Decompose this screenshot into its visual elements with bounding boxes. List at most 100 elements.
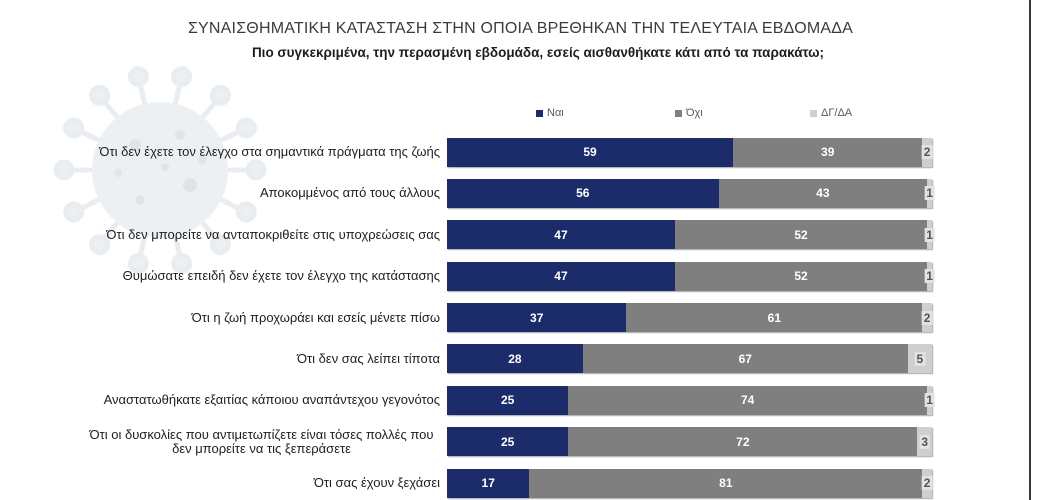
bar-segment-no: 43 (718, 178, 928, 208)
coronavirus-icon (53, 66, 267, 274)
data-label-dk: 1 (924, 227, 935, 242)
data-label-dk: 2 (921, 476, 933, 490)
category-label-cell: Ότι οι δυσκολίες που αντιμετωπίζετε είνα… (0, 427, 440, 456)
data-label-no: 43 (816, 186, 830, 201)
data-label-dk: 1 (924, 269, 935, 284)
data-label-yes: 37 (530, 310, 544, 325)
slide-border (1029, 0, 1031, 500)
category-label-cell: Ότι δεν μπορείτε να ανταποκριθείτε στις … (0, 220, 440, 249)
bar-segment-dk: 1 (924, 220, 935, 250)
bar-row: Ότι δεν σας λείπει τίποτα 28 67 5 (0, 344, 936, 374)
bar-segment-yes: 25 (447, 427, 569, 457)
stacked-bar: 25 74 1 (447, 385, 935, 415)
data-label-no: 72 (736, 434, 750, 449)
bar-segment-no: 74 (568, 385, 928, 415)
bar-segment-no: 39 (733, 137, 923, 167)
data-label-yes: 25 (500, 393, 515, 408)
bar-segment-dk: 2 (921, 137, 933, 167)
data-label-yes: 47 (554, 269, 568, 284)
data-label-no: 67 (738, 351, 752, 366)
bar-segment-dk: 1 (924, 385, 935, 415)
bar-segment-no: 52 (674, 220, 928, 250)
category-label: Ότι δεν σας λείπει τίποτα (296, 350, 440, 366)
category-label: Αναστατωθήκατε εξαιτίας κάποιου αναπάντε… (103, 392, 440, 408)
legend-item-dk: ΔΓ/ΔΑ (810, 106, 852, 120)
bar-segment-dk: 3 (917, 427, 932, 457)
data-label-dk: 5 (914, 351, 926, 366)
chart-subtitle: Πιο συγκεκριμένα, την περασμένη εβδομάδα… (251, 45, 825, 60)
category-label: Ότι η ζωή προχωράει και εσείς μένετε πίσ… (191, 309, 440, 325)
bar-segment-dk: 2 (921, 468, 933, 498)
bar-segment-dk: 1 (924, 178, 935, 208)
category-label: Θυμώσατε επειδή δεν έχετε τον έλεγχο της… (122, 268, 440, 284)
bar-segment-no: 81 (529, 468, 923, 498)
category-label-cell: Θυμώσατε επειδή δεν έχετε τον έλεγχο της… (0, 262, 440, 291)
bar-row: Ότι οι δυσκολίες που αντιμετωπίζετε είνα… (0, 427, 936, 457)
data-label-no: 39 (821, 145, 835, 159)
bar-segment-yes: 56 (447, 178, 719, 208)
legend-swatch-no (675, 109, 682, 117)
legend-label-dk: ΔΓ/ΔΑ (821, 107, 853, 119)
data-label-yes: 25 (500, 434, 515, 449)
data-label-no: 74 (741, 393, 755, 408)
category-label: Ότι δεν έχετε τον έλεγχο στα σημαντικά π… (99, 144, 440, 159)
stacked-bar: 28 67 5 (447, 344, 932, 374)
legend-item-yes: Ναι (536, 106, 564, 120)
bar-segment-yes: 47 (447, 261, 675, 291)
bar-segment-yes: 47 (447, 220, 675, 250)
category-label-cell: Αναστατωθήκατε εξαιτίας κάποιου αναπάντε… (0, 386, 440, 415)
bar-row: Ότι η ζωή προχωράει και εσείς μένετε πίσ… (0, 303, 936, 332)
bar-segment-yes: 25 (447, 385, 569, 415)
data-label-dk: 2 (921, 310, 933, 325)
bar-segment-yes: 59 (447, 137, 734, 167)
category-label-cell: Ότι σας έχουν ξεχάσει (0, 469, 440, 498)
category-label: Αποκομμένος από τους άλλους (259, 185, 440, 201)
stacked-bar: 47 52 1 (447, 220, 935, 250)
bar-segment-dk: 1 (924, 261, 935, 291)
category-label: Ότι σας έχουν ξεχάσει (313, 475, 440, 490)
data-label-no: 81 (719, 476, 733, 490)
chart-plot-area: Ότι δεν έχετε τον έλεγχο στα σημαντικά π… (0, 137, 936, 498)
legend-swatch-yes (536, 109, 543, 117)
data-label-dk: 1 (924, 393, 935, 408)
bar-row: Ότι σας έχουν ξεχάσει 17 81 2 (0, 468, 936, 498)
category-label-cell: Ότι δεν έχετε τον έλεγχο στα σημαντικά π… (0, 138, 440, 167)
legend-label-yes: Ναι (547, 107, 564, 119)
data-label-yes: 17 (481, 476, 495, 490)
data-label-no: 52 (794, 227, 808, 242)
data-label-no: 52 (794, 269, 808, 284)
data-label-yes: 56 (576, 186, 590, 201)
bar-segment-no: 72 (568, 427, 918, 457)
bar-row: Θυμώσατε επειδή δεν έχετε τον έλεγχο της… (0, 261, 936, 291)
legend-swatch-dk (810, 109, 817, 117)
bar-segment-no: 61 (626, 303, 923, 332)
chart-legend: Ναι Όχι ΔΓ/ΔΑ (536, 106, 866, 120)
data-label-dk: 2 (921, 145, 933, 159)
stacked-bar: 17 81 2 (447, 468, 933, 498)
bar-row: Ότι δεν έχετε τον έλεγχο στα σημαντικά π… (0, 137, 936, 167)
bar-segment-dk: 2 (921, 303, 933, 332)
legend-item-no: Όχι (675, 106, 703, 120)
data-label-dk: 3 (919, 434, 931, 449)
stacked-bar: 47 52 1 (447, 261, 935, 291)
stacked-bar: 25 72 3 (447, 427, 932, 457)
stacked-bar: 56 43 1 (447, 178, 935, 208)
category-label: Ότι οι δυσκολίες που αντιμετωπίζετε είνα… (89, 426, 434, 456)
bar-segment-dk: 5 (907, 344, 932, 374)
category-label-cell: Ότι η ζωή προχωράει και εσείς μένετε πίσ… (0, 303, 440, 332)
bar-segment-no: 52 (674, 261, 928, 291)
category-label-cell: Αποκομμένος από τους άλλους (0, 179, 440, 208)
stacked-bar: 37 61 2 (447, 303, 933, 332)
bar-row: Αποκομμένος από τους άλλους 56 43 1 (0, 178, 936, 208)
bar-segment-yes: 17 (447, 468, 530, 498)
data-label-yes: 59 (583, 145, 597, 159)
chart-title: ΣΥΝΑΙΣΘΗΜΑΤΙΚΗ ΚΑΤΑΣΤΑΣΗ ΣΤΗΝ ΟΠΟΙΑ ΒΡΕΘ… (187, 20, 854, 37)
legend-label-no: Όχι (686, 107, 703, 119)
data-label-yes: 47 (554, 227, 568, 242)
stacked-bar: 59 39 2 (447, 137, 933, 167)
category-label: Ότι δεν μπορείτε να ανταποκριθείτε στις … (106, 226, 440, 242)
category-label-cell: Ότι δεν σας λείπει τίποτα (0, 344, 440, 373)
bar-segment-yes: 28 (447, 344, 583, 374)
bar-segment-yes: 37 (447, 303, 627, 332)
